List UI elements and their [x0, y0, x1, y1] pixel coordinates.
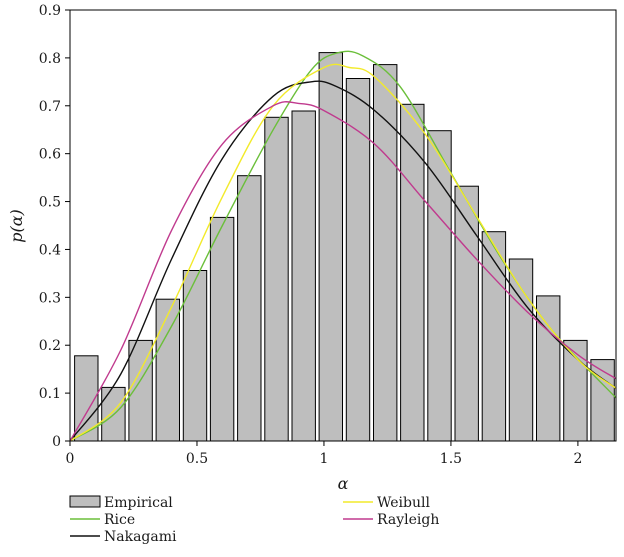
legend-label: Empirical — [104, 495, 173, 511]
weibull-curve — [69, 63, 617, 442]
empirical-bar — [209, 216, 235, 442]
empirical-bar — [318, 52, 344, 442]
empirical-bar — [237, 175, 262, 442]
axes-layer — [69, 9, 617, 442]
lines-layer — [69, 50, 617, 442]
x-axis-label: α — [338, 474, 349, 493]
empirical-bar — [264, 116, 289, 442]
y-tick-label: 0.8 — [39, 51, 61, 67]
legend-label: Rice — [104, 512, 135, 528]
empirical-bar — [536, 295, 561, 442]
legend-label: Rayleigh — [377, 512, 439, 528]
y-tick-label: 0.9 — [39, 3, 61, 19]
plot-frame — [69, 9, 617, 442]
x-tick-label: 1.5 — [440, 451, 462, 467]
empirical-bar — [454, 185, 479, 442]
legend-item-rice: Rice — [70, 512, 135, 528]
empirical-bar — [400, 103, 425, 442]
empirical-bar — [590, 359, 615, 442]
y-tick-label: 0.5 — [39, 195, 61, 211]
empirical-bar — [508, 258, 534, 442]
legend-swatch — [69, 495, 101, 508]
y-axis-label: p(α) — [7, 209, 26, 243]
x-tick-label: 0.5 — [186, 451, 208, 467]
y-tick-label: 0.3 — [39, 290, 61, 306]
x-tick-label: 1 — [319, 451, 328, 467]
legend-label: Nakagami — [104, 529, 177, 545]
y-tick-label: 0 — [52, 434, 61, 450]
legend-item-weibull: Weibull — [343, 495, 430, 511]
y-tick-label: 0.7 — [39, 99, 61, 115]
ticks-layer: 0 0.5 1 1.5 2 0 0.1 0.2 0.3 0.4 0.5 0.6 0.7 0.8 0.9 — [39, 3, 583, 467]
empirical-bar — [427, 130, 452, 442]
empirical-bar — [155, 298, 181, 442]
x-tick-label: 2 — [573, 451, 582, 467]
y-tick-label: 0.2 — [39, 338, 61, 354]
empirical-bar — [481, 231, 507, 442]
legend-item-nakagami: Nakagami — [70, 529, 177, 545]
legend-label: Weibull — [377, 495, 430, 511]
empirical-bar — [345, 78, 371, 442]
bars-layer — [74, 52, 615, 442]
empirical-bar — [373, 64, 398, 442]
rayleigh-curve — [69, 101, 617, 442]
x-tick-label: 0 — [66, 451, 75, 467]
legend-item-rayleigh: Rayleigh — [343, 512, 439, 528]
y-tick-label: 0.1 — [39, 386, 61, 402]
legend-item-empirical: Empirical — [69, 495, 173, 511]
y-tick-label: 0.6 — [39, 147, 61, 163]
y-tick-label: 0.4 — [39, 242, 61, 258]
nakagami-curve — [69, 80, 617, 442]
empirical-bar — [291, 110, 316, 442]
